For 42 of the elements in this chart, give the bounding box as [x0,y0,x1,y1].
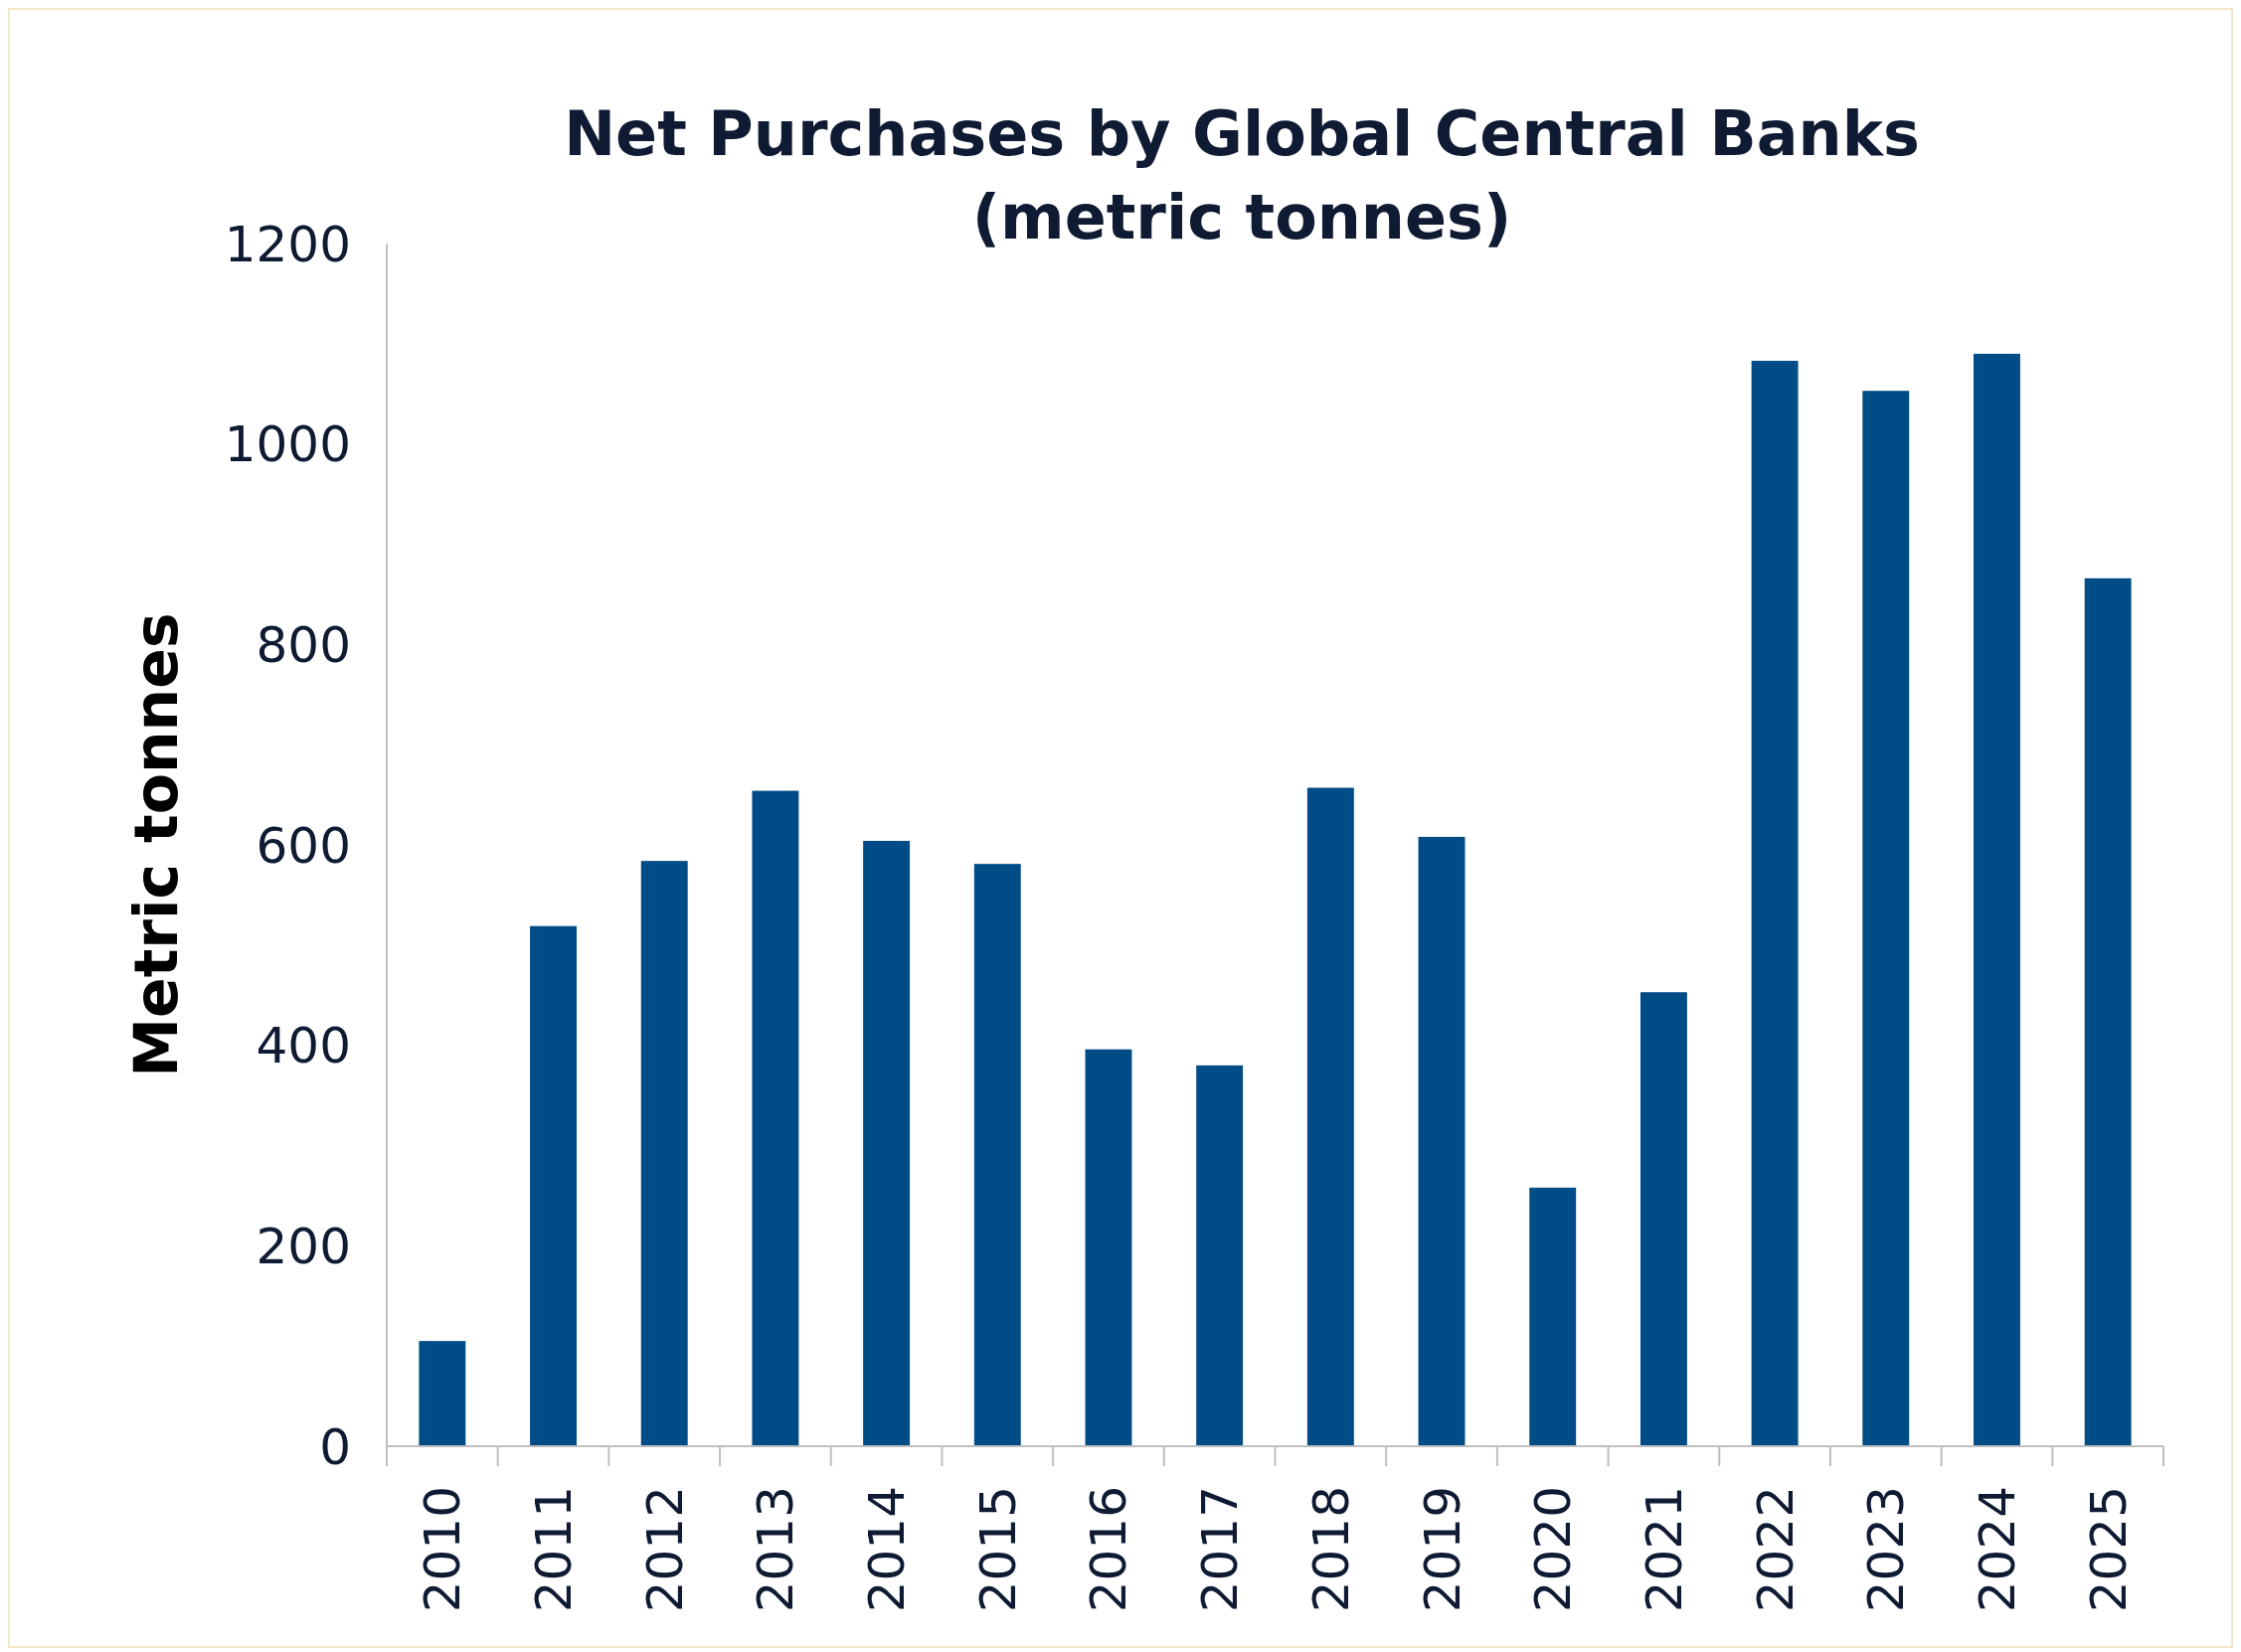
chart-subtitle: (metric tonnes) [971,181,1512,253]
x-tick-label: 2019 [1413,1486,1471,1613]
bar [1085,1049,1132,1446]
x-tick-label: 2012 [635,1486,694,1613]
bar [1862,391,1910,1447]
bar [1639,992,1687,1446]
x-tick-label: 2018 [1301,1486,1360,1613]
y-tick-label: 0 [319,1417,351,1476]
x-tick-label: 2021 [1635,1486,1693,1613]
y-tick-label: 1200 [224,215,351,273]
bar [752,790,799,1446]
y-axis-title: Metric tonnes [121,612,191,1077]
x-tick-label: 2017 [1191,1486,1250,1613]
bar [640,861,688,1446]
x-tick-label: 2025 [2079,1486,2138,1613]
y-tick-label: 400 [256,1017,351,1075]
x-tick-label: 2010 [414,1486,472,1613]
x-tick-label: 2022 [1746,1486,1805,1613]
y-tick-label: 200 [256,1217,351,1275]
y-tick-label: 1000 [224,415,351,474]
x-tick-label: 2024 [1968,1486,2026,1613]
bar [863,840,911,1446]
x-tick-label: 2016 [1080,1486,1138,1613]
x-tick-label: 2020 [1524,1486,1583,1613]
x-tick-label: 2023 [1857,1486,1916,1613]
bar [1751,360,1799,1447]
bar [1196,1065,1244,1446]
bar [1529,1187,1577,1446]
x-tick-label: 2013 [747,1486,805,1613]
bar [973,864,1021,1446]
bar [2084,578,2132,1446]
x-tick-label: 2011 [525,1486,584,1613]
bar [530,925,577,1446]
y-tick-label: 800 [256,615,351,674]
bar [1974,353,2020,1446]
bar [419,1341,466,1446]
bar [1306,787,1354,1446]
x-tick-label: 2015 [968,1486,1027,1613]
y-tick-label: 600 [256,816,351,875]
bar [1418,836,1465,1446]
chart-title: Net Purchases by Global Central Banks [564,97,1920,170]
x-tick-label: 2014 [858,1486,917,1613]
